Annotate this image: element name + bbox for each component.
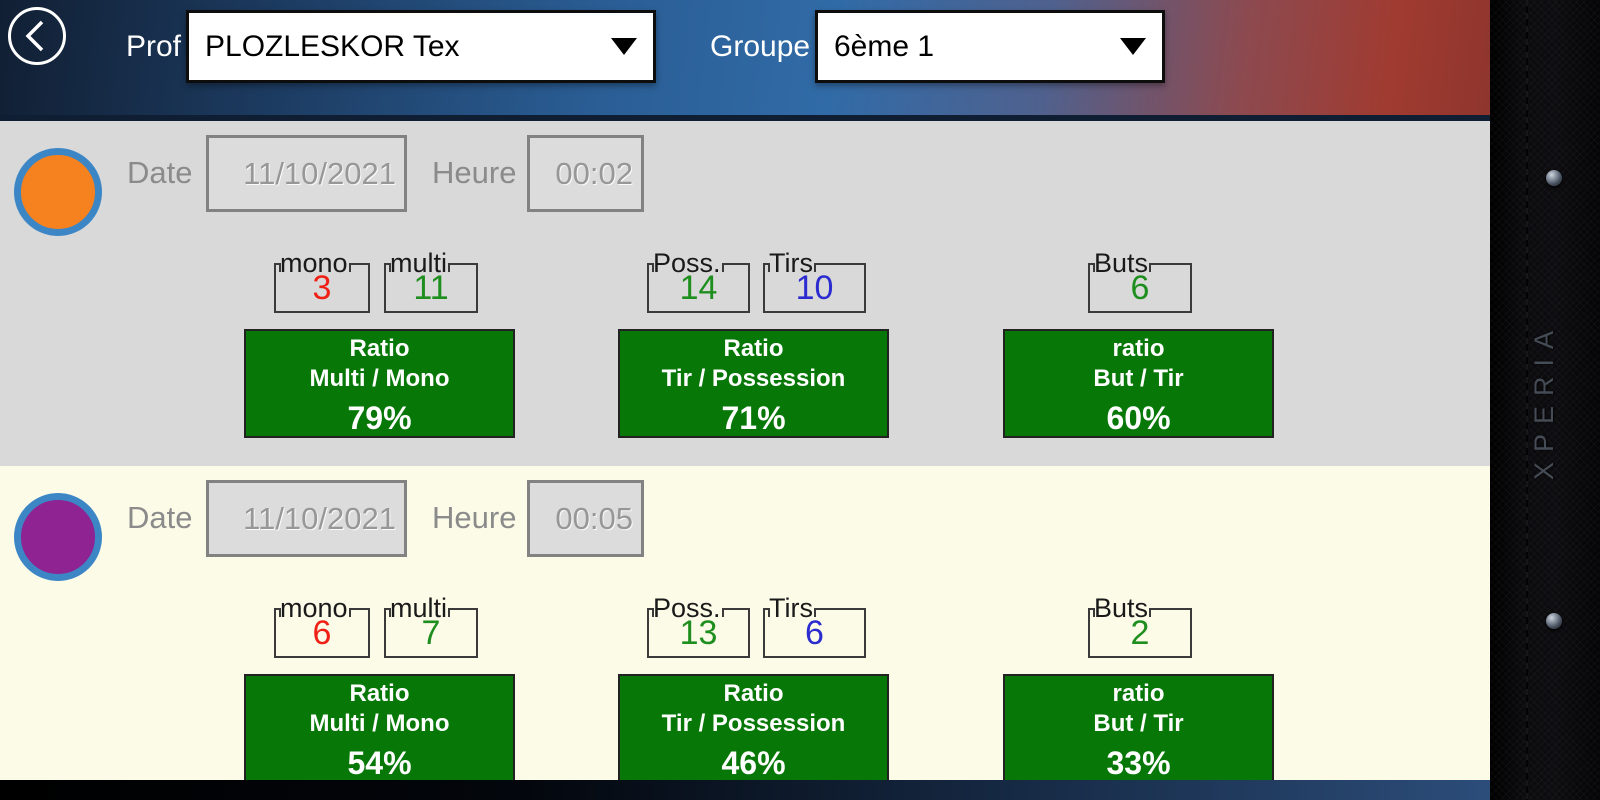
stat-label-multi: multi: [389, 593, 451, 623]
stat-label-buts: Buts: [1093, 248, 1152, 278]
date-label: Date: [127, 155, 193, 190]
session-color-marker[interactable]: [14, 148, 102, 236]
ratio-title: Ratio: [723, 335, 784, 362]
xperia-logo: XPERIA: [1529, 320, 1560, 480]
ratio-subtitle: Tir / Possession: [661, 710, 846, 737]
date-label: Date: [127, 500, 193, 535]
chevron-left-icon: [15, 14, 59, 58]
ratio-title: Ratio: [349, 680, 410, 707]
stat-label-tirs: Tirs: [768, 248, 816, 278]
stat-box-mono: mono 6: [274, 593, 370, 658]
stat-value-buts: 2: [1130, 614, 1150, 652]
stat-value-possession: 13: [679, 614, 718, 652]
time-value: 00:05: [555, 500, 633, 536]
stat-label-buts: Buts: [1093, 593, 1152, 623]
stat-label-possession: Poss.: [652, 593, 724, 623]
stat-label-mono: mono: [279, 248, 351, 278]
stat-box-multi: multi 11: [384, 248, 478, 313]
stat-box-tirs: Tirs 6: [763, 593, 866, 658]
stat-box-tirs: Tirs 10: [763, 248, 866, 313]
back-button[interactable]: [8, 7, 66, 65]
date-field[interactable]: 11/10/2021: [206, 135, 407, 212]
ratio-subtitle: Multi / Mono: [309, 710, 450, 737]
ratio-subtitle: Tir / Possession: [661, 365, 846, 392]
stat-box-mono: mono 3: [274, 248, 370, 313]
app-screen: Prof PLOZLESKOR Tex Groupe 6ème 1 Date 1…: [0, 0, 1490, 800]
dropdown-caret-icon: [1120, 38, 1146, 55]
ratio-subtitle: But / Tir: [1093, 365, 1184, 392]
ratio-box-but-tir: ratio But / Tir 33%: [1003, 674, 1274, 780]
stat-box-possession: Poss. 13: [647, 593, 750, 658]
device-bezel: XPERIA: [1490, 0, 1600, 800]
stat-value-buts: 6: [1130, 269, 1150, 307]
stat-label-tirs: Tirs: [768, 593, 816, 623]
navigation-bar: [0, 780, 1490, 800]
stat-box-multi: multi 7: [384, 593, 478, 658]
bezel-screw-bottom: [1546, 613, 1562, 629]
time-field[interactable]: 00:02: [527, 135, 644, 212]
groupe-select[interactable]: 6ème 1: [815, 10, 1165, 83]
ratio-title: ratio: [1112, 335, 1165, 362]
prof-select-value: PLOZLESKOR Tex: [205, 29, 460, 63]
prof-label: Prof: [126, 30, 182, 63]
stat-value-multi: 11: [413, 269, 449, 307]
groupe-select-value: 6ème 1: [834, 29, 935, 63]
bezel-seam: [1526, 0, 1528, 800]
stat-value-tirs: 6: [805, 614, 824, 652]
ratio-title: ratio: [1112, 680, 1165, 707]
stat-value-mono: 3: [312, 269, 332, 307]
time-field[interactable]: 00:05: [527, 480, 644, 557]
ratio-percent: 54%: [347, 745, 412, 780]
ratio-percent: 71%: [721, 400, 786, 436]
ratio-subtitle: But / Tir: [1093, 710, 1184, 737]
date-value: 11/10/2021: [243, 500, 396, 536]
stat-value-mono: 6: [312, 614, 332, 652]
time-value: 00:02: [555, 155, 633, 191]
stat-value-multi: 7: [421, 614, 441, 652]
ratio-box-multi-mono: Ratio Multi / Mono 79%: [244, 329, 515, 438]
ratio-title: Ratio: [349, 335, 410, 362]
groupe-label: Groupe: [710, 30, 811, 63]
ratio-box-but-tir: ratio But / Tir 60%: [1003, 329, 1274, 438]
stat-box-buts: Buts 6: [1088, 248, 1192, 313]
session-row-2: Date 11/10/2021 Heure 00:05 mono 6 multi…: [0, 466, 1490, 780]
stat-box-possession: Poss. 14: [647, 248, 750, 313]
stat-label-multi: multi: [389, 248, 451, 278]
stat-box-buts: Buts 2: [1088, 593, 1192, 658]
ratio-percent: 33%: [1106, 745, 1171, 780]
prof-select[interactable]: PLOZLESKOR Tex: [186, 10, 656, 83]
ratio-percent: 60%: [1106, 400, 1171, 436]
heure-label: Heure: [432, 155, 517, 190]
heure-label: Heure: [432, 500, 517, 535]
stat-label-possession: Poss.: [652, 248, 724, 278]
session-row-1: Date 11/10/2021 Heure 00:02 mono 3 multi…: [0, 121, 1490, 466]
bezel-screw-top: [1546, 170, 1562, 186]
session-color-marker[interactable]: [14, 493, 102, 581]
ratio-box-tir-possession: Ratio Tir / Possession 71%: [618, 329, 889, 438]
ratio-subtitle: Multi / Mono: [309, 365, 450, 392]
stat-label-mono: mono: [279, 593, 351, 623]
date-value: 11/10/2021: [243, 155, 396, 191]
app-header: Prof PLOZLESKOR Tex Groupe 6ème 1: [0, 0, 1490, 121]
stat-value-tirs: 10: [795, 269, 834, 307]
stat-value-possession: 14: [679, 269, 718, 307]
ratio-percent: 79%: [347, 400, 412, 436]
ratio-box-tir-possession: Ratio Tir / Possession 46%: [618, 674, 889, 780]
dropdown-caret-icon: [611, 38, 637, 55]
ratio-box-multi-mono: Ratio Multi / Mono 54%: [244, 674, 515, 780]
ratio-title: Ratio: [723, 680, 784, 707]
date-field[interactable]: 11/10/2021: [206, 480, 407, 557]
ratio-percent: 46%: [721, 745, 786, 780]
